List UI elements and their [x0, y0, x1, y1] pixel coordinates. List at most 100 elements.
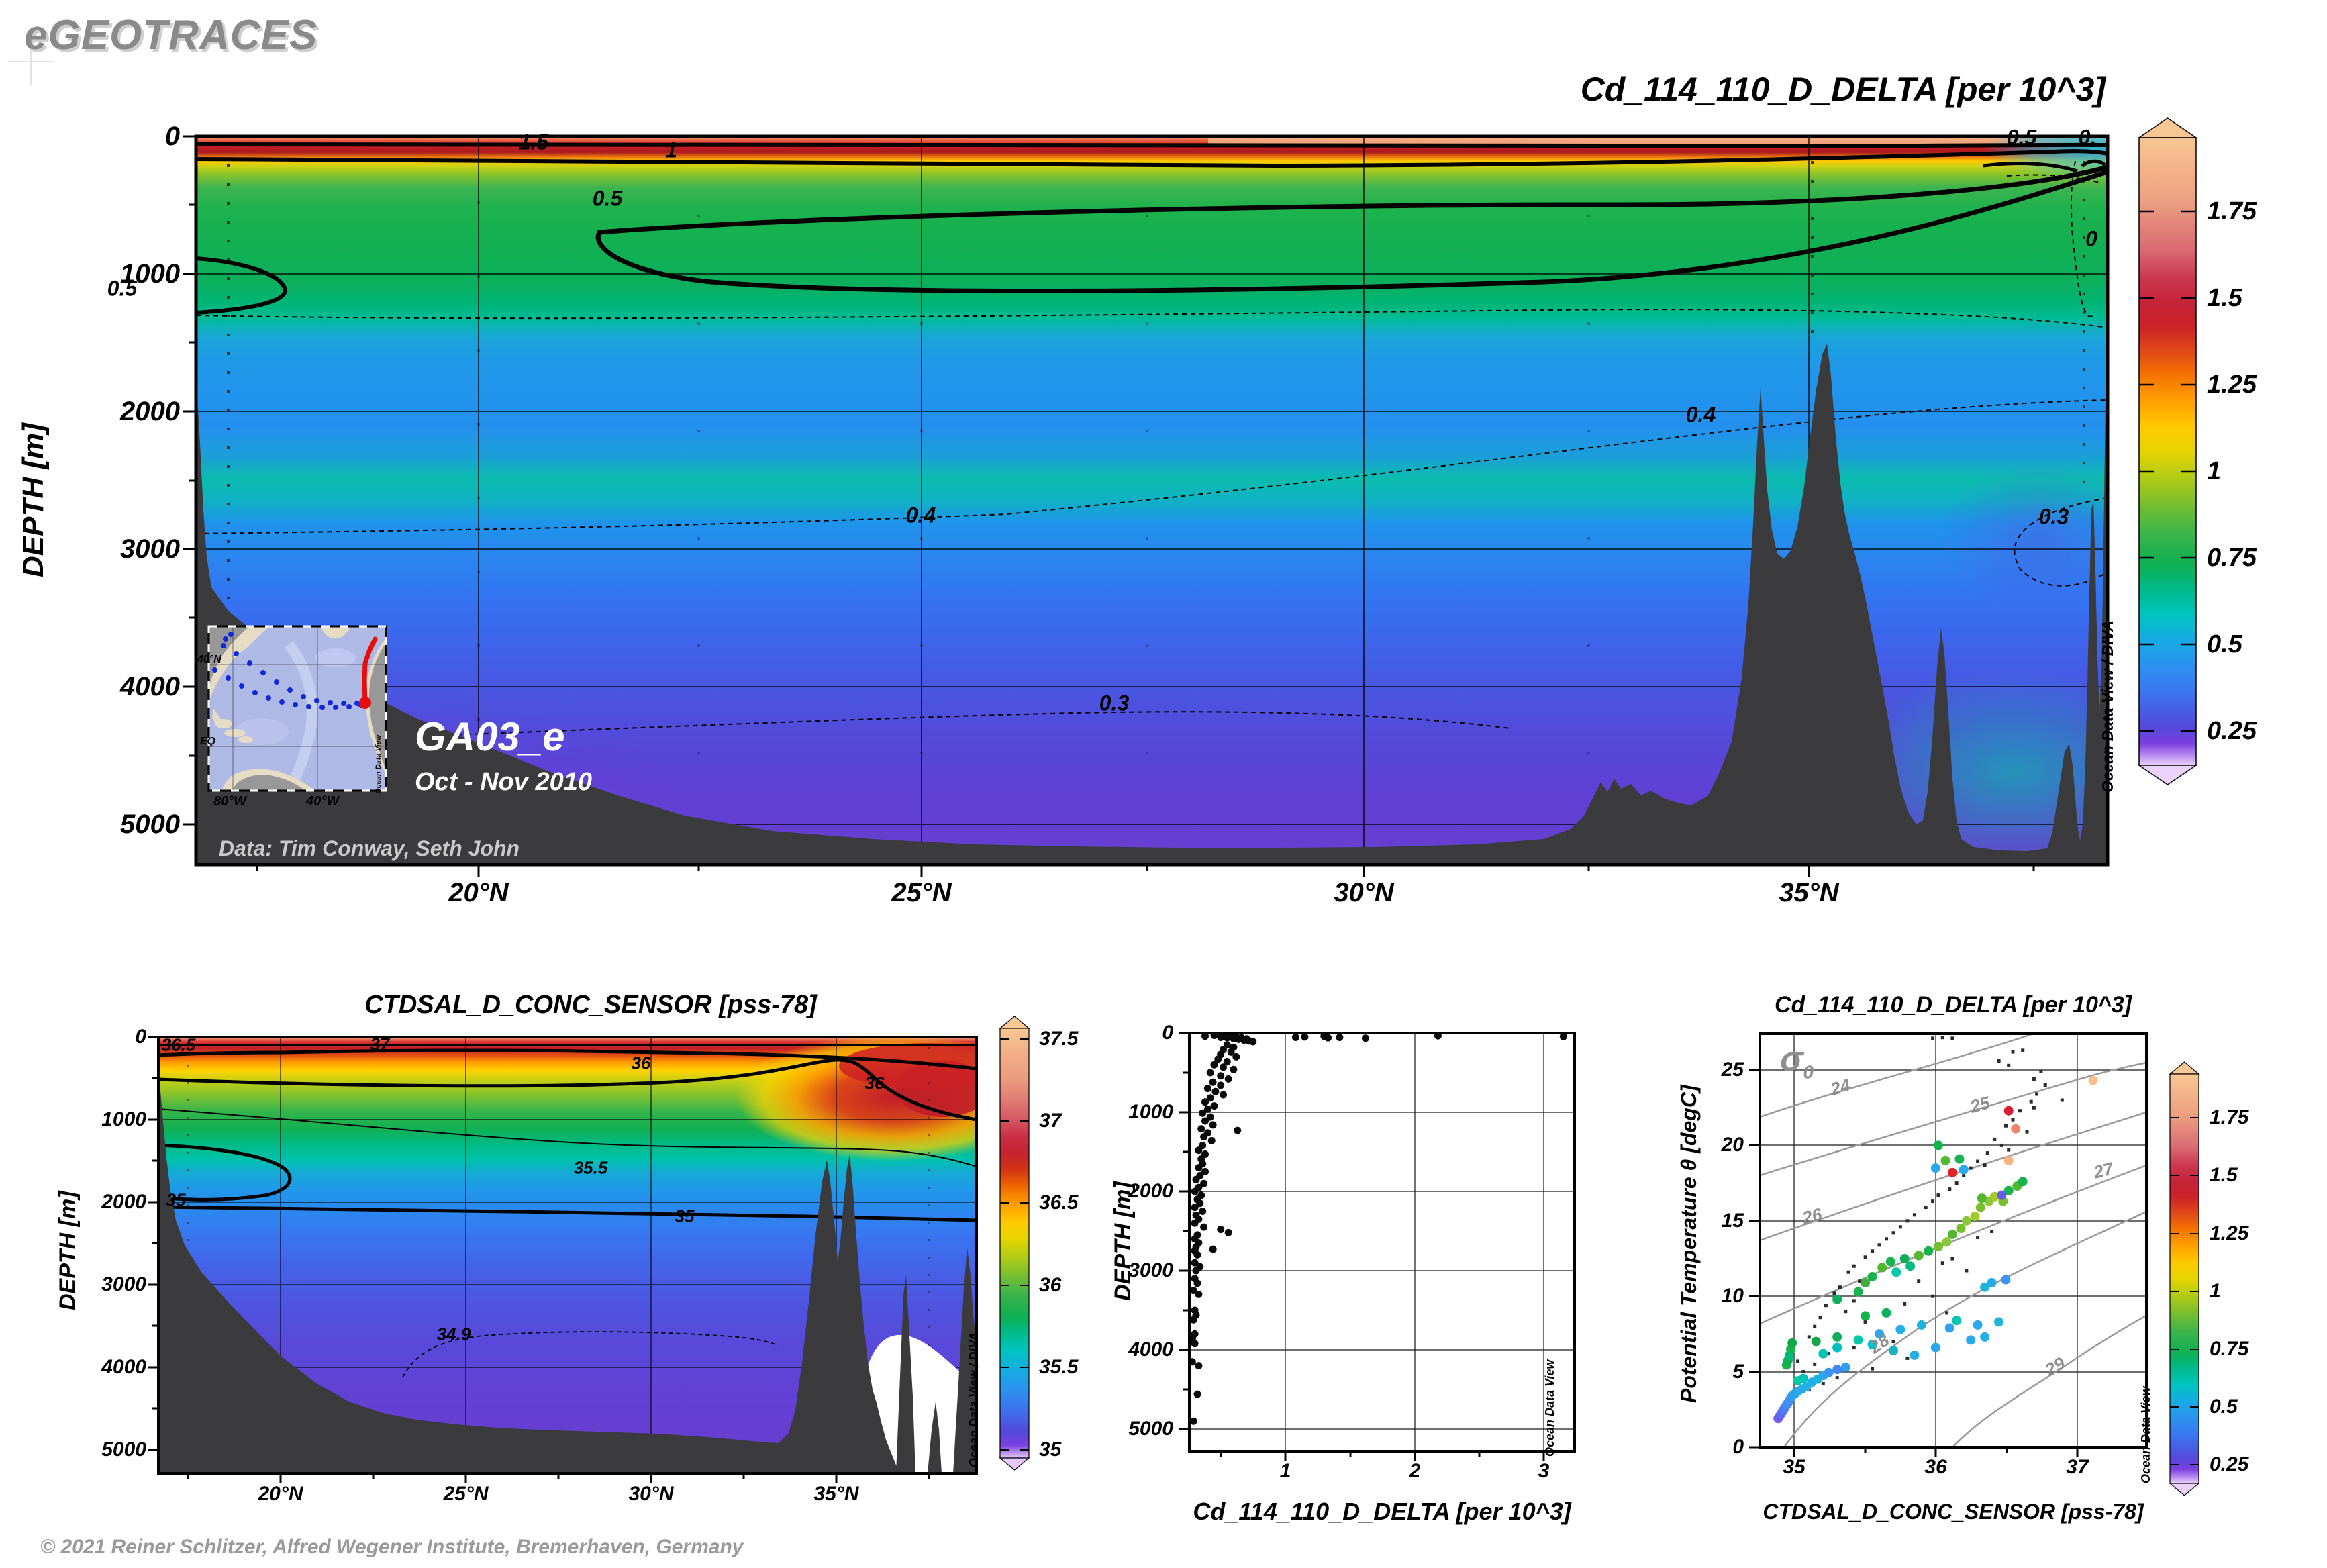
main-cb-tick: 1.75: [2207, 197, 2257, 226]
profile-xtick: 2: [1409, 1460, 1421, 1482]
ts-cb-tick: 0.25: [2210, 1453, 2249, 1475]
ts-title: Cd_114_110_D_DELTA [per 10^3]: [1775, 992, 2132, 1018]
contour-label: 36.5: [161, 1034, 196, 1055]
contour-label: 0.5: [592, 186, 623, 211]
station-marker-columns: [187, 1047, 930, 1363]
ts-ytick: 20: [1721, 1134, 1744, 1156]
contour-label: 36: [864, 1073, 885, 1093]
contour-label: 36: [631, 1052, 651, 1073]
contour-label: 37: [370, 1034, 390, 1055]
main-xtick: 30°N: [1334, 878, 1394, 908]
main-cb-tick: 0.75: [2207, 544, 2257, 572]
contour-label: 35.5: [573, 1157, 608, 1178]
contour-label: 0.5: [107, 276, 138, 301]
copyright-footer: © 2021 Reiner Schlitzer, Alfred Wegener …: [40, 1536, 744, 1558]
sal-cb-tick: 37: [1039, 1110, 1062, 1132]
ts-ylabel: Potential Temperature θ [degC]: [1677, 1085, 1701, 1403]
sal-ytick: 4000: [101, 1356, 146, 1378]
contour-label: 0.3: [1099, 691, 1130, 716]
cruise-name: GA03_e: [415, 714, 565, 759]
inset-map: [207, 625, 387, 792]
contour-label: 0.4: [1685, 402, 1716, 427]
main-section-plot: [194, 134, 2110, 867]
map-tick-40w: 40°W: [306, 794, 340, 809]
profile-ytick: 4000: [1128, 1338, 1173, 1361]
ts-ytick: 0: [1732, 1436, 1744, 1458]
main-ytick: 4000: [120, 672, 180, 701]
app-logo: eGEOTRACES: [24, 12, 318, 58]
ts-ytick: 15: [1721, 1210, 1744, 1232]
contour-label: 1.5: [518, 130, 549, 154]
map-tick-80w: 80°W: [213, 794, 247, 809]
odv-diva-credit-sal: Ocean Data View / DIVA: [967, 1332, 981, 1467]
odv-credit-profile: Ocean Data View: [1543, 1359, 1556, 1457]
ts-colorbar: [2169, 1061, 2200, 1496]
sal-cb-tick: 36: [1039, 1274, 1062, 1296]
salinity-section-plot: [157, 1036, 978, 1475]
contour-label: 0.: [2078, 125, 2097, 150]
ts-ytick: 25: [1721, 1059, 1744, 1081]
contour-label: 0: [2085, 226, 2097, 251]
sal-cb-tick: 36.5: [1039, 1191, 1079, 1214]
ts-ytick: 5: [1732, 1361, 1744, 1383]
profile-xtick: 1: [1279, 1460, 1291, 1482]
main-ytick: 2000: [120, 397, 180, 426]
sal-cb-tick: 35: [1039, 1438, 1062, 1461]
main-ytick: 1000: [120, 259, 180, 289]
main-ylabel: DEPTH [m]: [17, 423, 50, 577]
sal-ytick: 0: [135, 1026, 146, 1048]
ts-data-points-small: [1790, 1036, 2064, 1392]
main-cb-tick: 0.25: [2207, 717, 2257, 745]
salinity-colorbar: [999, 1016, 1030, 1471]
main-cb-tick: 1.25: [2207, 371, 2257, 399]
sal-cb-tick: 35.5: [1039, 1356, 1079, 1378]
ts-xtick: 36: [1924, 1456, 1947, 1478]
profile-xtick: 3: [1538, 1460, 1550, 1482]
sal-xtick: 20°N: [258, 1483, 303, 1505]
ts-cb-tick: 1.5: [2210, 1164, 2238, 1186]
main-colorbar: [2137, 117, 2198, 785]
bathymetry-sal: [158, 1067, 899, 1473]
ts-ytick: 10: [1721, 1285, 1744, 1307]
contour-label: 0.3: [2038, 504, 2069, 529]
main-cb-tick: 1: [2207, 457, 2222, 485]
ts-plot: [1759, 1032, 2148, 1449]
sal-xtick: 30°N: [628, 1483, 674, 1505]
ts-cb-tick: 0.75: [2210, 1338, 2249, 1360]
profile-ytick: 1000: [1128, 1101, 1173, 1123]
odv-credit-ts: Ocean Data View: [2139, 1386, 2152, 1483]
main-xtick: 35°N: [1779, 878, 1839, 908]
map-tick-40n: 40°N: [197, 654, 221, 665]
profile-ytick: 2000: [1128, 1180, 1173, 1202]
profile-ytick: 5000: [1128, 1418, 1173, 1440]
sal-ytick: 5000: [101, 1438, 146, 1461]
sal-cb-tick: 37.5: [1039, 1028, 1079, 1050]
profile-ytick: 3000: [1128, 1259, 1173, 1281]
salinity-ylabel: DEPTH [m]: [55, 1191, 81, 1310]
cruise-dates: Oct - Nov 2010: [415, 768, 592, 796]
data-credit: Data: Tim Conway, Seth John: [219, 836, 520, 861]
cruise-track-red: [362, 636, 378, 705]
salinity-title: CTDSAL_D_CONC_SENSOR [pss-78]: [364, 991, 817, 1019]
map-odv-credit: Ocean Data View: [375, 734, 383, 794]
window-artifact-cross: [8, 39, 54, 85]
ts-xlabel: CTDSAL_D_CONC_SENSOR [pss-78]: [1763, 1500, 2144, 1524]
sigma0-symbol: σ0: [1780, 1040, 1814, 1083]
profile-ytick: 0: [1162, 1022, 1173, 1044]
main-xtick: 20°N: [448, 878, 509, 908]
station-marker-columns: [227, 161, 2085, 754]
contour-label: 35: [166, 1189, 186, 1210]
profile-plot: [1188, 1032, 1576, 1453]
ts-cb-tick: 1.25: [2210, 1222, 2249, 1244]
main-cb-tick: 0.5: [2207, 630, 2242, 658]
contour-label: 34.9: [436, 1324, 471, 1344]
ts-cb-tick: 1.75: [2210, 1106, 2249, 1128]
sal-ytick: 2000: [101, 1191, 146, 1213]
main-ytick: 0: [164, 121, 180, 151]
profile-data-points: [1188, 1032, 1567, 1425]
sigma-density-contours: [1760, 1034, 2146, 1447]
sal-xtick: 25°N: [443, 1483, 489, 1505]
ts-cb-tick: 0.5: [2210, 1395, 2238, 1418]
contour-label: 0.5: [2006, 125, 2037, 150]
